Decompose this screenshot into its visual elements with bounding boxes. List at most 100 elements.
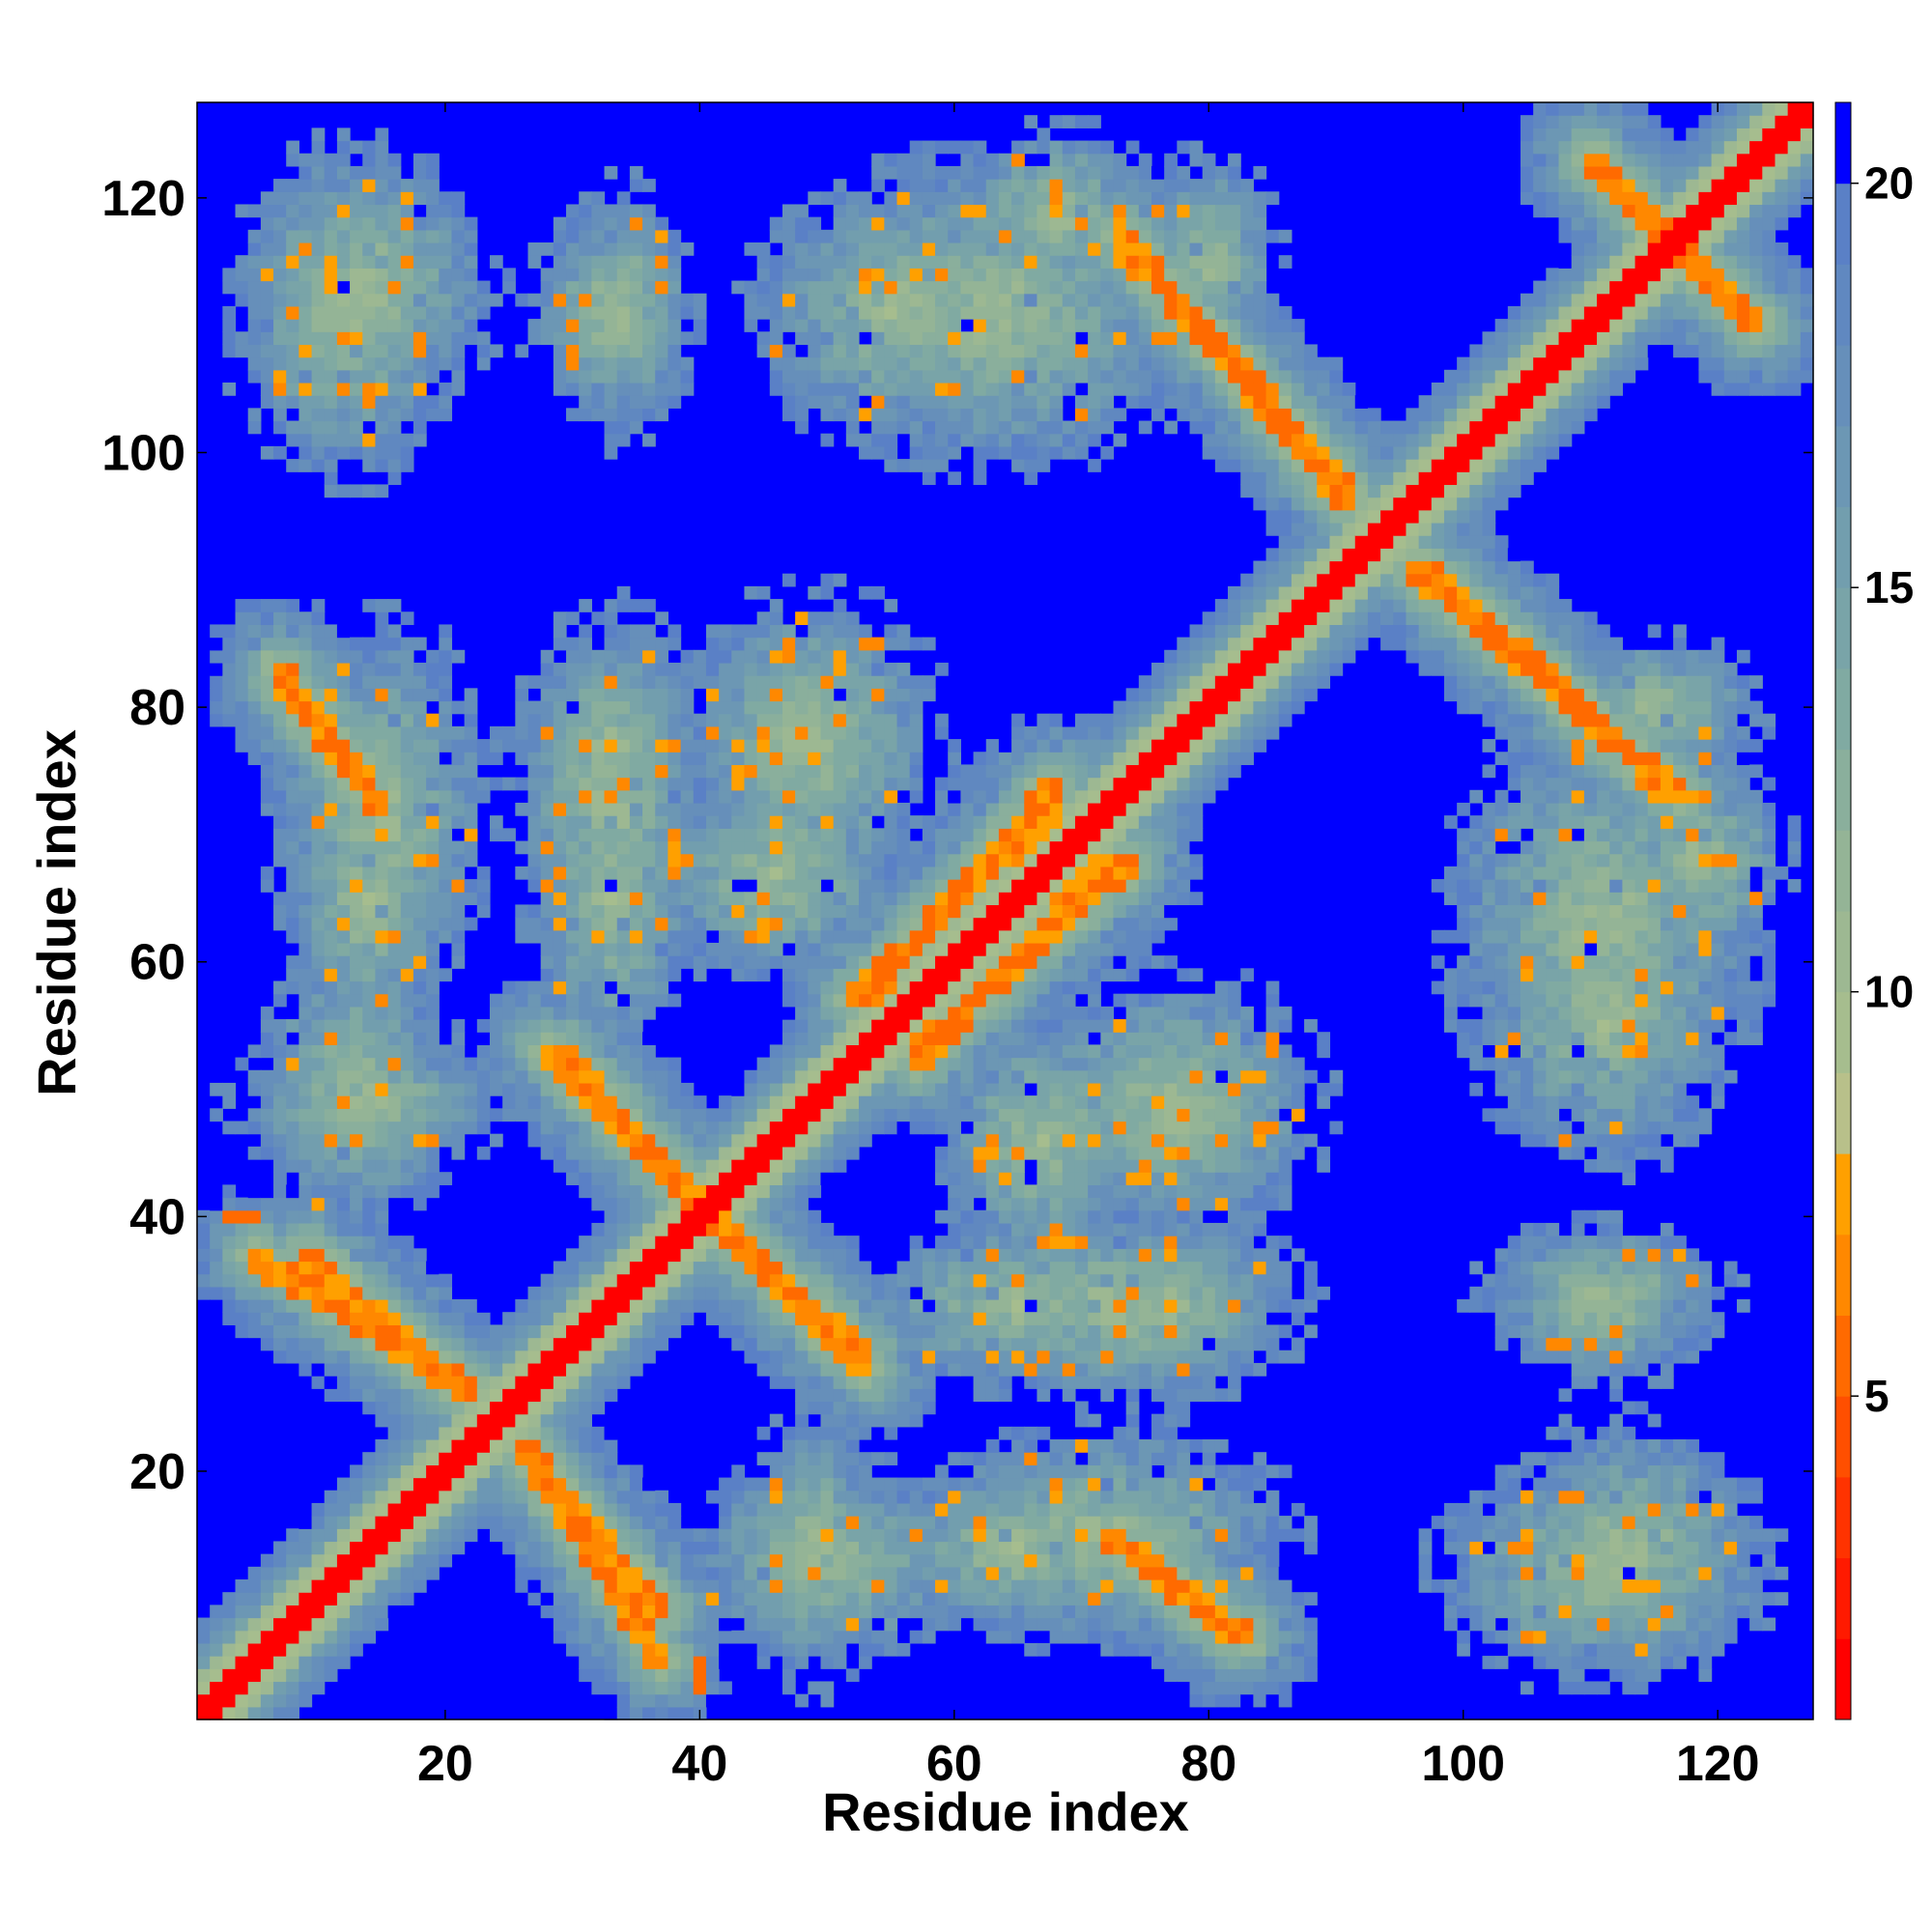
heatmap-cell bbox=[311, 1248, 326, 1263]
heatmap-cell bbox=[808, 1490, 822, 1504]
heatmap-cell bbox=[273, 789, 287, 804]
heatmap-cell bbox=[820, 1121, 835, 1135]
heatmap-cell bbox=[273, 1108, 287, 1122]
heatmap-cell bbox=[859, 229, 872, 243]
heatmap-cell bbox=[781, 1452, 796, 1465]
heatmap-cell bbox=[781, 1630, 796, 1644]
heatmap-cell bbox=[247, 1337, 262, 1351]
heatmap-cell bbox=[642, 815, 656, 829]
heatmap-cell bbox=[350, 1579, 363, 1593]
heatmap-cell bbox=[781, 1541, 796, 1555]
heatmap-cell bbox=[527, 1044, 542, 1059]
heatmap-cell bbox=[833, 179, 847, 192]
heatmap-cell bbox=[527, 904, 542, 919]
heatmap-cell bbox=[845, 968, 860, 982]
heatmap-cell bbox=[756, 1236, 771, 1249]
heatmap-cell bbox=[616, 752, 631, 766]
heatmap-cell bbox=[909, 153, 923, 167]
heatmap-cell bbox=[375, 1516, 389, 1529]
heatmap-cell bbox=[527, 1376, 542, 1389]
heatmap-cell bbox=[833, 331, 847, 346]
heatmap-cell bbox=[286, 917, 299, 931]
heatmap-cell bbox=[859, 1452, 872, 1465]
heatmap-cell bbox=[515, 713, 529, 727]
heatmap-cell bbox=[705, 1248, 720, 1263]
heatmap-cell bbox=[948, 942, 961, 956]
heatmap-cell bbox=[820, 1019, 835, 1033]
heatmap-cell bbox=[795, 1376, 809, 1389]
heatmap-cell bbox=[591, 1133, 606, 1148]
heatmap-cell bbox=[464, 815, 478, 829]
heatmap-cell bbox=[527, 1069, 542, 1084]
heatmap-cell bbox=[527, 319, 542, 332]
heatmap-cell bbox=[922, 968, 936, 982]
heatmap-cell bbox=[476, 1388, 491, 1403]
heatmap-cell bbox=[935, 1069, 949, 1084]
heatmap-cell bbox=[680, 1579, 695, 1593]
heatmap-cell bbox=[705, 688, 720, 702]
heatmap-cell bbox=[833, 1592, 847, 1605]
heatmap-cell bbox=[871, 1413, 885, 1428]
heatmap-cell bbox=[553, 675, 567, 689]
heatmap-cell bbox=[527, 1516, 542, 1529]
heatmap-cell bbox=[222, 1617, 237, 1632]
heatmap-cell bbox=[629, 1592, 643, 1605]
heatmap-cell bbox=[579, 1541, 592, 1555]
heatmap-cell bbox=[412, 1439, 427, 1453]
heatmap-cell bbox=[273, 319, 287, 332]
heatmap-cell bbox=[362, 764, 377, 779]
heatmap-cell bbox=[247, 1236, 262, 1249]
heatmap-cell bbox=[616, 280, 631, 295]
heatmap-cell bbox=[210, 700, 223, 715]
heatmap-cell bbox=[553, 1133, 567, 1148]
heatmap-cell bbox=[884, 1032, 898, 1045]
heatmap-cell bbox=[247, 204, 262, 218]
heatmap-cell bbox=[350, 840, 363, 855]
heatmap-cell bbox=[833, 1006, 847, 1020]
heatmap-cell bbox=[756, 1108, 771, 1122]
heatmap-cell bbox=[273, 331, 287, 346]
heatmap-cell bbox=[324, 1376, 338, 1389]
heatmap-cell bbox=[222, 1121, 237, 1135]
heatmap-cell bbox=[845, 1248, 860, 1263]
heatmap-cell bbox=[439, 1350, 453, 1364]
heatmap-cell bbox=[579, 1464, 592, 1479]
heatmap-cell bbox=[298, 942, 313, 956]
heatmap-cell bbox=[859, 585, 872, 600]
heatmap-cell bbox=[948, 1273, 961, 1288]
heatmap-cell bbox=[744, 1159, 758, 1173]
heatmap-cell bbox=[502, 1516, 516, 1529]
heatmap-cell bbox=[668, 802, 682, 816]
heatmap-cell bbox=[375, 624, 389, 639]
heatmap-cell bbox=[616, 1592, 631, 1605]
heatmap-cell bbox=[744, 662, 758, 676]
heatmap-cell bbox=[247, 1312, 262, 1325]
heatmap-cell bbox=[668, 382, 682, 396]
heatmap-cell bbox=[693, 789, 707, 804]
heatmap-cell bbox=[286, 1159, 299, 1173]
heatmap-cell bbox=[781, 382, 796, 396]
heatmap-cell bbox=[871, 344, 885, 358]
heatmap-cell bbox=[769, 904, 783, 919]
heatmap-cell bbox=[412, 395, 427, 409]
heatmap-cell bbox=[451, 216, 466, 231]
heatmap-cell bbox=[655, 1236, 669, 1249]
heatmap-cell bbox=[604, 1706, 618, 1720]
heatmap-cell bbox=[235, 1681, 249, 1695]
heatmap-cell bbox=[604, 789, 618, 804]
heatmap-cell bbox=[311, 165, 326, 180]
heatmap-cell bbox=[235, 268, 249, 282]
heatmap-cell bbox=[808, 305, 822, 320]
heatmap-cell bbox=[527, 853, 542, 867]
heatmap-cell bbox=[400, 293, 414, 307]
heatmap-cell bbox=[705, 1209, 720, 1224]
heatmap-cell bbox=[808, 344, 822, 358]
heatmap-cell bbox=[948, 1528, 961, 1543]
heatmap-cell bbox=[922, 1502, 936, 1517]
heatmap-cell bbox=[845, 408, 860, 422]
heatmap-cell bbox=[629, 1095, 643, 1109]
heatmap-cell bbox=[871, 433, 885, 447]
heatmap-cell bbox=[731, 942, 746, 956]
heatmap-cell bbox=[591, 700, 606, 715]
heatmap-cell bbox=[845, 1426, 860, 1440]
